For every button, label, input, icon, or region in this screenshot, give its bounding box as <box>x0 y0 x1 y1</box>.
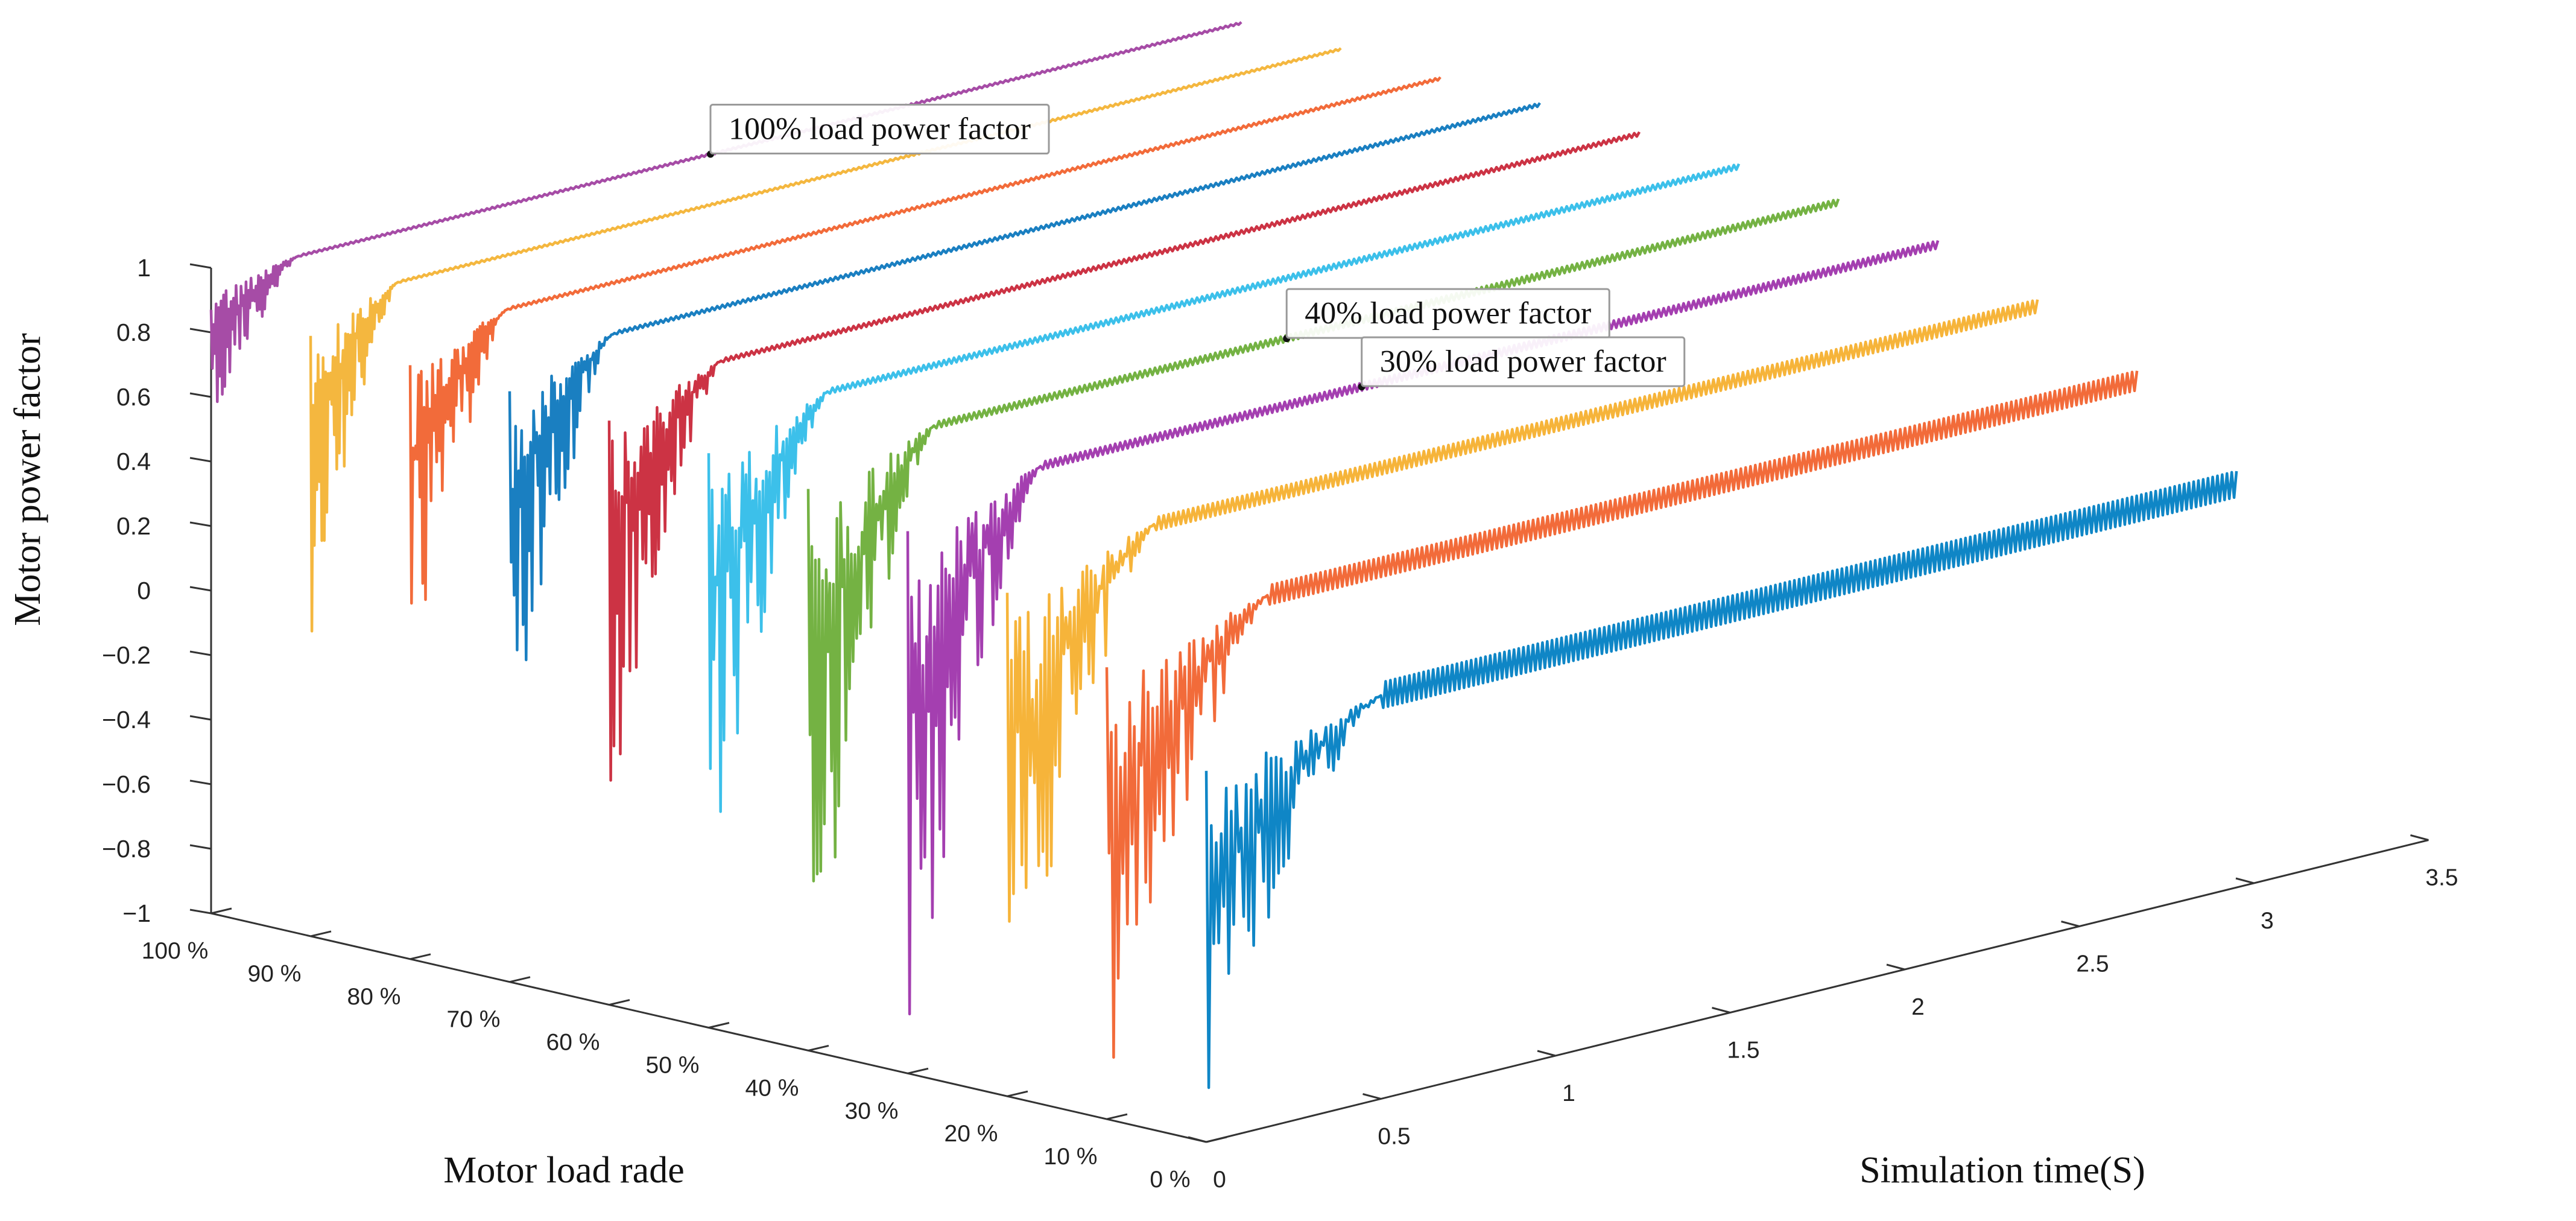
x-tick <box>410 953 431 960</box>
z-tick-label: −1 <box>122 899 151 927</box>
series-line-0 <box>1204 471 2238 1089</box>
x-tick <box>509 976 531 983</box>
y-tick-label: 1.5 <box>1727 1038 1759 1064</box>
y-tick-label: 0 <box>1213 1167 1226 1193</box>
y-tick <box>1188 1136 1207 1143</box>
annotation-box <box>709 104 1050 155</box>
z-tick <box>189 586 212 592</box>
z-tick-label: −0.8 <box>102 835 151 863</box>
z-tick <box>189 392 212 398</box>
annotation-label: 30% load power factor <box>1380 344 1666 379</box>
x-tick-label: 20 % <box>945 1121 998 1147</box>
x-tick-label: 70 % <box>447 1007 501 1033</box>
z-tick <box>189 844 212 850</box>
y-tick <box>1537 1050 1556 1057</box>
x-tick-label: 10 % <box>1044 1144 1098 1170</box>
x-tick <box>1106 1113 1128 1120</box>
z-tick-label: −0.2 <box>102 641 151 669</box>
series-line-80 <box>408 76 1441 605</box>
series-line-20 <box>1005 299 2039 923</box>
x-tick <box>609 999 630 1006</box>
z-tick <box>189 521 212 527</box>
z-tick-label: 1 <box>137 254 151 282</box>
z-tick-label: 0.8 <box>116 319 151 346</box>
z-tick <box>189 328 212 334</box>
z-tick-label: −0.6 <box>102 770 151 798</box>
y-tick <box>1712 1007 1730 1013</box>
series-line-10 <box>1105 370 2139 1059</box>
series-line-100 <box>209 21 1242 404</box>
y-tick-label: 3 <box>2261 908 2274 934</box>
x-tick <box>210 907 232 915</box>
x-tick <box>708 1022 730 1029</box>
y-tick <box>1886 963 1905 971</box>
y-tick-label: 3.5 <box>2425 865 2458 891</box>
z-tick <box>189 650 212 656</box>
x-tick-label: 90 % <box>248 961 302 987</box>
z-tick <box>189 263 212 269</box>
y-tick <box>2235 877 2255 884</box>
y-tick-label: 2 <box>1911 994 1925 1020</box>
x-axis-title: Motor load rade <box>443 1150 684 1191</box>
annotation-box <box>1361 336 1686 387</box>
y-tick-label: 0.5 <box>1378 1124 1410 1150</box>
z-tick <box>189 715 212 721</box>
y-tick <box>1362 1093 1381 1100</box>
z-tick <box>189 457 212 463</box>
z-tick <box>189 779 212 785</box>
series-line-60 <box>607 131 1641 782</box>
x-tick <box>1007 1090 1028 1097</box>
annotation-label: 40% load power factor <box>1305 296 1591 331</box>
x-tick-label: 40 % <box>745 1075 799 1101</box>
series-group <box>209 21 2238 1089</box>
y-tick-label: 1 <box>1562 1080 1575 1106</box>
y-axis-line <box>1206 839 2429 1143</box>
series-line-70 <box>508 102 1541 662</box>
z-tick-label: 0.2 <box>116 512 151 540</box>
x-tick-label: 80 % <box>347 984 401 1010</box>
z-tick-label: 0.6 <box>116 383 151 411</box>
z-tick-label: 0.4 <box>116 448 151 475</box>
x-tick-label: 30 % <box>845 1098 899 1124</box>
z-tick <box>189 909 212 915</box>
x-tick <box>907 1067 929 1074</box>
annotation-label: 100% load power factor <box>729 112 1031 147</box>
x-tick <box>310 930 332 937</box>
series-line-50 <box>707 163 1741 813</box>
x-tick <box>808 1044 829 1051</box>
x-tick-label: 100 % <box>142 938 209 964</box>
z-axis-title: Motor power factor <box>7 333 48 626</box>
series-line-90 <box>309 47 1342 633</box>
series-line-40 <box>806 198 1840 883</box>
x-tick-label: 0 % <box>1150 1167 1190 1193</box>
y-axis-title: Simulation time(S) <box>1859 1150 2145 1191</box>
x-tick-label: 50 % <box>646 1053 700 1079</box>
z-tick-label: −0.4 <box>102 706 151 734</box>
y-tick-label: 2.5 <box>2076 951 2109 977</box>
y-tick <box>2410 834 2429 841</box>
annotations: 100% load power factor 40% load power fac… <box>706 104 1686 391</box>
y-tick <box>2061 921 2080 927</box>
z-tick-label: 0 <box>137 577 151 604</box>
x-tick-label: 60 % <box>546 1030 600 1056</box>
